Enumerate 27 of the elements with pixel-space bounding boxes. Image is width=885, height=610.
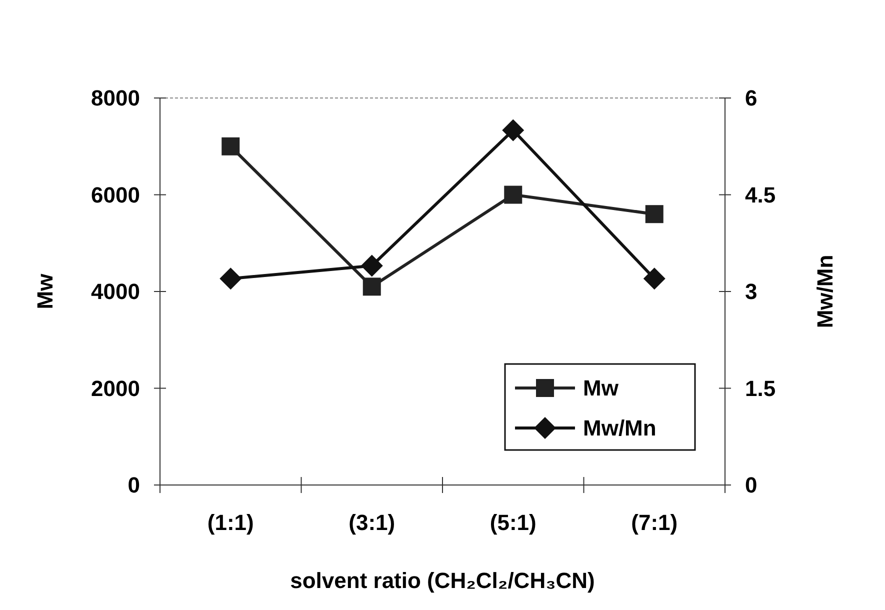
point <box>362 278 381 296</box>
legend-label: Mw <box>583 376 620 400</box>
x-tick-label: (1:1) <box>207 510 254 535</box>
y-tick-label: 0 <box>128 472 140 498</box>
point <box>222 137 240 156</box>
point <box>645 205 664 224</box>
x-tick-label: (5:1) <box>490 510 536 535</box>
y2-tick-label: 0 <box>745 472 758 498</box>
y-tick-label: 6000 <box>91 182 140 208</box>
y-tick-label: 4000 <box>91 279 140 304</box>
y2-tick-label: 4.5 <box>745 182 776 208</box>
point <box>643 268 666 290</box>
x-tick-label: (3:1) <box>348 510 396 535</box>
y-tick-label: 2000 <box>91 376 140 401</box>
legend-label: Mw/Mn <box>583 416 656 440</box>
y-tick-label: 8000 <box>91 86 140 110</box>
y2-axis-title: Mw/Mn <box>812 254 838 328</box>
y2-tick-label: 6 <box>745 86 758 110</box>
y2-tick-label: 1.5 <box>745 376 776 401</box>
point <box>502 119 524 142</box>
point <box>360 254 383 277</box>
y-axis-title: Mw <box>32 272 58 310</box>
x-tick-label: (7:1) <box>631 510 678 535</box>
y2-tick-label: 3 <box>745 279 758 304</box>
point <box>220 268 242 290</box>
x-axis-title: solvent ratio (CH₂Cl₂/CH₃CN) <box>290 568 595 593</box>
point <box>504 186 522 204</box>
